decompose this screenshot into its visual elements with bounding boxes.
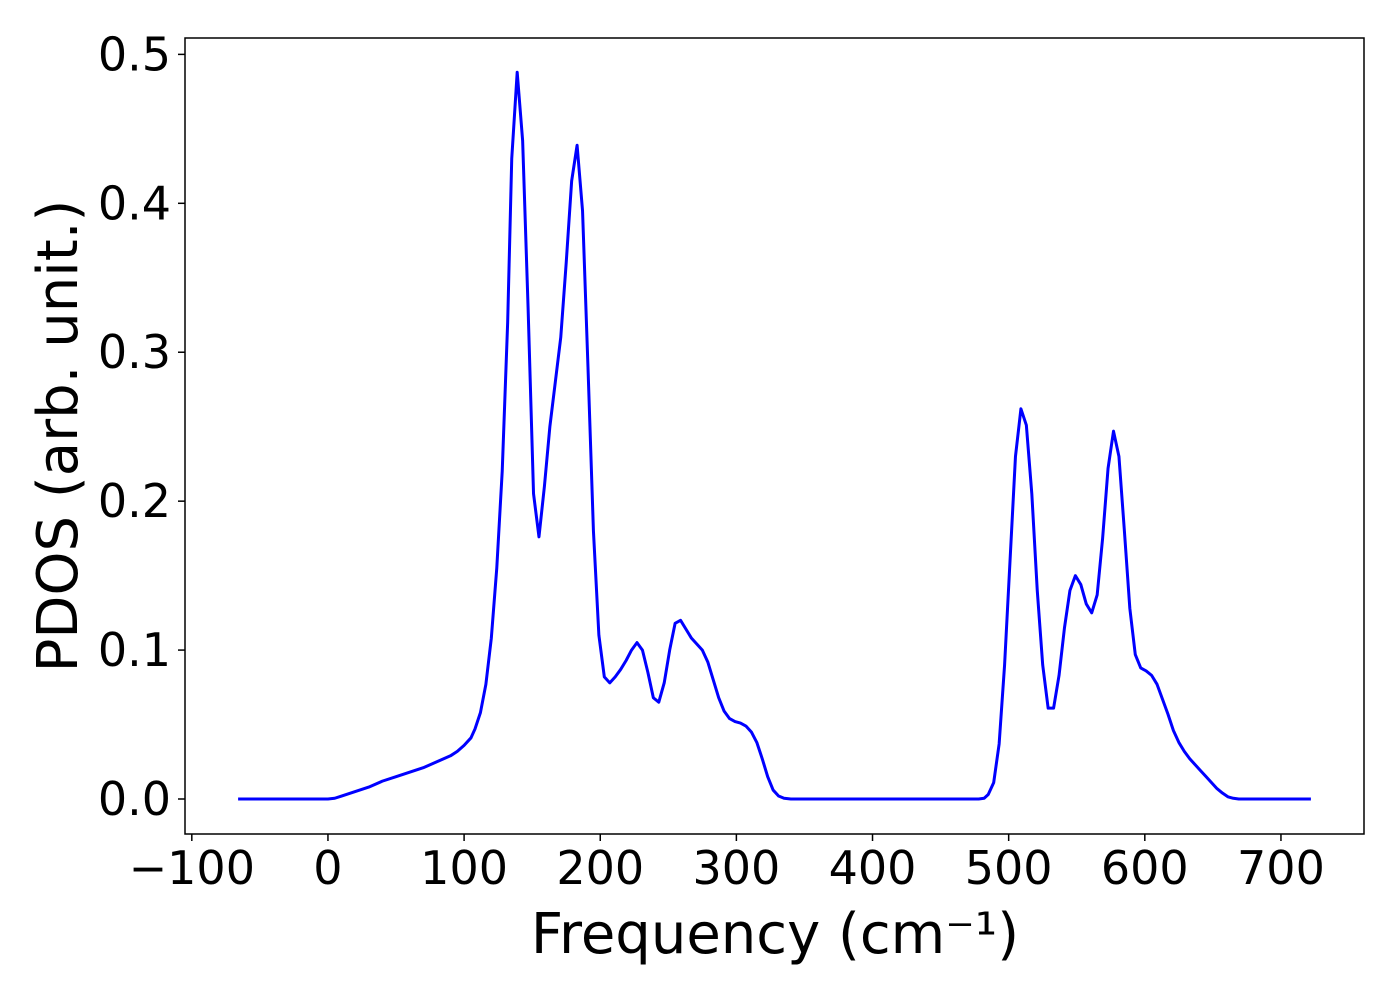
x-axis-label: Frequency (cm⁻¹)	[531, 902, 1019, 967]
x-tick-label: 0	[313, 841, 342, 895]
data-line	[238, 70, 1311, 801]
x-tick-label: 300	[692, 841, 780, 895]
x-tick-label: 600	[1101, 841, 1189, 895]
y-axis-label: PDOS (arb. unit.)	[26, 200, 91, 673]
y-tick-label: 0.4	[98, 176, 171, 230]
x-tick-label: 500	[965, 841, 1053, 895]
x-tick-label: 100	[420, 841, 508, 895]
x-tick-label: 200	[556, 841, 644, 895]
x-tick-label: 400	[829, 841, 917, 895]
x-tick-label: 700	[1237, 841, 1325, 895]
y-tick-label: 0.3	[98, 325, 171, 379]
x-tick-label: −100	[129, 841, 255, 895]
y-tick-label: 0.1	[98, 623, 171, 677]
y-tick-label: 0.0	[98, 772, 171, 826]
y-tick-label: 0.2	[98, 474, 171, 528]
y-tick-label: 0.5	[98, 27, 171, 81]
plot-frame	[184, 37, 1365, 835]
